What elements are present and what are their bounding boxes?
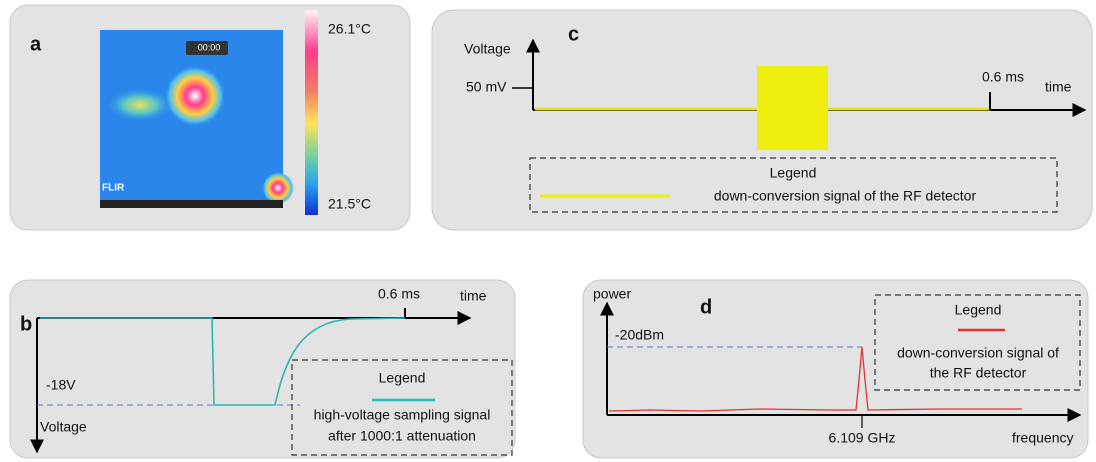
legend-title: Legend	[379, 370, 426, 386]
legend-title: Legend	[770, 165, 817, 181]
overlay	[186, 41, 228, 55]
x-axis-label: frequency	[1012, 430, 1073, 446]
peak-label: 6.109 GHz	[829, 430, 896, 446]
legend-entry: after 1000:1 attenuation	[328, 428, 476, 444]
time-mark: 0.6 ms	[378, 286, 420, 302]
y-axis-label: Voltage	[464, 41, 511, 57]
legend-title: Legend	[955, 302, 1002, 318]
level-label: -20dBm	[615, 327, 664, 343]
color-bar	[305, 10, 318, 215]
signal	[608, 346, 1022, 412]
level-label: 50 mV	[466, 79, 507, 95]
overlay-time: 00:00	[198, 42, 221, 52]
y-axis-label: Voltage	[40, 419, 87, 435]
legend-entry: high-voltage sampling signal	[314, 407, 491, 423]
x-axis-label: time	[460, 288, 487, 304]
panel-label: d	[700, 296, 712, 318]
brand: FLIR	[102, 183, 125, 194]
panel-a: a 00:00 FLIR 26.1°C 21.5°C	[9, 4, 411, 231]
time-mark: 0.6 ms	[982, 69, 1024, 85]
panel-b: b 0.6 ms time -18V Voltage Legend high-v…	[9, 279, 516, 459]
hot-spot	[165, 66, 225, 126]
legend-box	[874, 294, 1081, 391]
y-axis-label: power	[593, 286, 631, 302]
panel-c: c Voltage 50 mV 0.6 ms time Legend down-…	[431, 9, 1093, 231]
scale-max: 26.1°C	[328, 21, 371, 37]
x-axis-label: time	[1045, 79, 1072, 95]
panel-d: power d -20dBm 6.109 GHz frequency Legen…	[582, 279, 1089, 459]
panel-bg	[582, 279, 1089, 459]
signal	[40, 317, 406, 406]
warm-spot	[108, 89, 172, 121]
hot-spot	[262, 172, 294, 204]
legend-entry: down-conversion signal of	[897, 345, 1059, 361]
panel-label: c	[568, 23, 579, 45]
panel-label: b	[20, 313, 32, 335]
scale-min: 21.5°C	[328, 196, 371, 212]
panel-bg	[9, 279, 516, 459]
image-border	[100, 200, 283, 208]
level-label: -18V	[46, 377, 76, 393]
legend-entry: down-conversion signal of the RF detecto…	[714, 188, 977, 204]
legend-entry: the RF detector	[930, 365, 1027, 381]
legend-box	[529, 157, 1058, 213]
legend-box	[291, 359, 513, 456]
panel-label: a	[30, 33, 42, 55]
signal-burst	[757, 66, 828, 150]
